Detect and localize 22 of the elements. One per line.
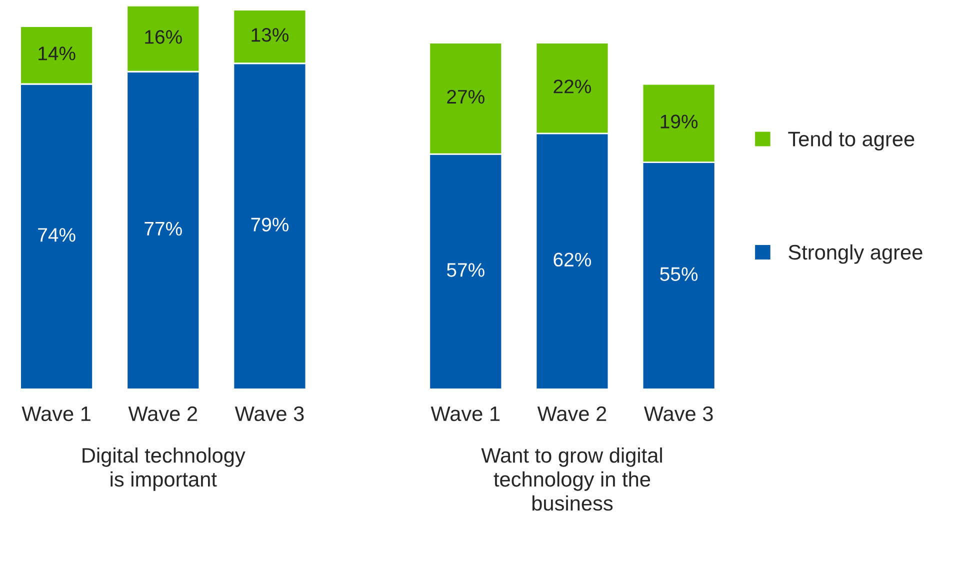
x-tick-label: Wave 2 [128, 406, 198, 422]
x-tick-label: Wave 2 [537, 406, 606, 422]
data-label: 77% [144, 222, 182, 236]
data-label: 55% [660, 267, 698, 281]
data-label: 62% [554, 252, 591, 267]
data-label: 13% [252, 28, 288, 42]
data-label: 14% [38, 46, 76, 60]
data-label: 22% [554, 80, 591, 94]
x-axis-title: Want to grow digital technology in the business [481, 447, 662, 511]
data-label: 19% [660, 114, 698, 128]
data-label: 57% [446, 263, 484, 277]
x-tick-label: Wave 3 [644, 406, 713, 422]
legend-label: Strongly agree [788, 244, 922, 264]
data-label: 74% [38, 228, 76, 242]
x-axis-title: Digital technology is important [82, 447, 246, 491]
x-tick-label: Wave 1 [22, 406, 90, 422]
x-tick-label: Wave 3 [234, 406, 304, 422]
legend-label: Tend to agree [788, 131, 914, 151]
data-label: 27% [447, 90, 484, 104]
data-label: 16% [145, 30, 182, 44]
data-label: 79% [251, 218, 288, 232]
x-tick-label: Wave 1 [430, 406, 500, 422]
